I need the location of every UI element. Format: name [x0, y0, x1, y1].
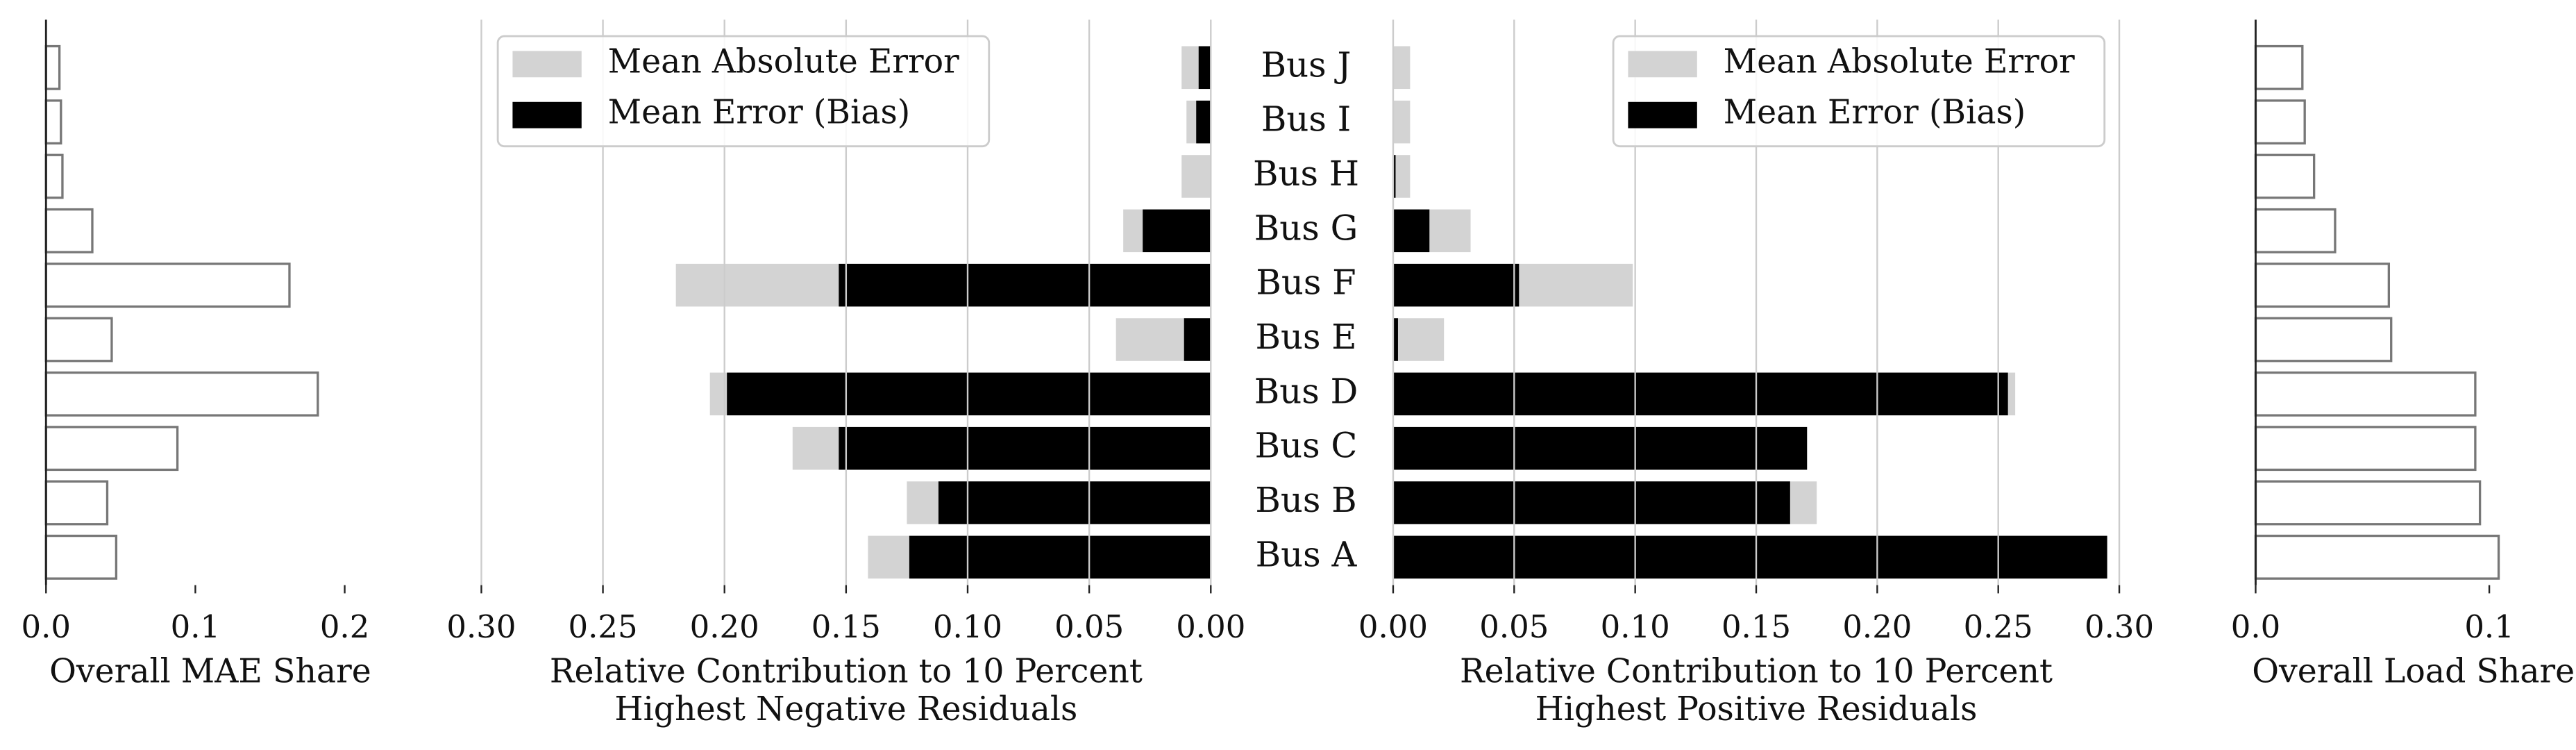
bar [2254, 44, 2304, 90]
legend-swatch [1628, 101, 1697, 128]
x-tick-label: 0.10 [1601, 608, 1670, 645]
legend-box [1612, 35, 2106, 148]
bar [839, 426, 1211, 470]
bar [44, 534, 118, 580]
bar [44, 262, 291, 308]
bar [1198, 46, 1211, 90]
bar [2254, 371, 2477, 417]
x-tick-label: 0.1 [2464, 608, 2514, 645]
x-axis-label: Highest Negative Residuals [614, 690, 1077, 728]
category-label: Bus G [1254, 208, 1358, 248]
bar [44, 317, 113, 362]
bar [44, 480, 109, 526]
bar [1392, 263, 1519, 307]
x-tick-label: 0.05 [1054, 608, 1124, 645]
x-tick-label: 0.0 [2231, 608, 2281, 645]
x-tick-label: 0.25 [1964, 608, 2033, 645]
bar [44, 208, 94, 253]
bar [44, 153, 64, 199]
x-tick-label: 0.05 [1479, 608, 1549, 645]
bar [2254, 426, 2477, 472]
bar [44, 99, 62, 145]
x-tick-label: 0.15 [1721, 608, 1791, 645]
legend-swatch [1628, 51, 1697, 78]
category-label: Bus H [1253, 153, 1359, 194]
x-tick-label: 0.20 [690, 608, 759, 645]
bar [2254, 208, 2337, 253]
category-label: Bus A [1256, 534, 1358, 574]
bar [1392, 155, 1396, 198]
bar [727, 372, 1211, 416]
legend-label: Mean Error (Bias) [608, 94, 911, 132]
x-tick-label: 0.2 [320, 608, 370, 645]
x-tick-label: 0.20 [1842, 608, 1912, 645]
bar [1196, 100, 1211, 144]
bar [2254, 99, 2306, 145]
bar [1392, 426, 1808, 470]
x-axis-label: Relative Contribution to 10 Percent [1460, 652, 2053, 690]
category-label: Bus B [1255, 480, 1356, 520]
bar [1392, 155, 1411, 198]
bar [1392, 46, 1411, 90]
bar [938, 481, 1211, 524]
legend-swatch [512, 51, 582, 78]
bar [1392, 318, 1445, 361]
x-tick-label: 0.00 [1358, 608, 1428, 645]
x-axis-label: Relative Contribution to 10 Percent [550, 652, 1143, 690]
bar [1392, 372, 2008, 416]
bar [1392, 209, 1430, 253]
category-label: Bus F [1256, 262, 1356, 303]
category-label: Bus D [1254, 371, 1358, 411]
bar [2254, 534, 2500, 580]
x-tick-label: 0.30 [2085, 608, 2154, 645]
bar [44, 44, 61, 90]
category-label: Bus E [1255, 317, 1356, 357]
bar [1392, 100, 1411, 144]
bar [1143, 209, 1211, 253]
x-axis-label: Highest Positive Residuals [1535, 690, 1978, 728]
category-label: Bus J [1261, 44, 1352, 85]
x-tick-label: 0.10 [933, 608, 1002, 645]
bar [2254, 480, 2482, 526]
bar [2254, 317, 2393, 362]
bar [1184, 318, 1211, 361]
bar [839, 263, 1211, 307]
x-axis-label: Overall Load Share [2252, 652, 2575, 690]
category-label: Bus C [1255, 426, 1358, 466]
legend-box [496, 35, 991, 148]
bar [909, 535, 1211, 579]
x-tick-label: 0.00 [1176, 608, 1245, 645]
bar [1392, 318, 1398, 361]
x-tick-label: 0.30 [446, 608, 516, 645]
x-tick-label: 0.1 [171, 608, 221, 645]
bar [44, 426, 179, 472]
bar [1392, 535, 2107, 579]
bar [2254, 153, 2316, 199]
bar [1181, 155, 1211, 198]
x-tick-label: 0.25 [569, 608, 638, 645]
x-tick-label: 0.0 [22, 608, 71, 645]
legend-swatch [512, 101, 582, 128]
x-axis-label: Overall MAE Share [49, 652, 371, 690]
legend-label: Mean Absolute Error [608, 42, 959, 81]
bar [44, 371, 319, 417]
category-label: Bus I [1261, 99, 1351, 140]
bar [1392, 481, 1790, 524]
bar [2254, 262, 2391, 308]
legend-label: Mean Error (Bias) [1724, 94, 2026, 132]
x-tick-label: 0.15 [811, 608, 881, 645]
legend-label: Mean Absolute Error [1724, 42, 2075, 81]
